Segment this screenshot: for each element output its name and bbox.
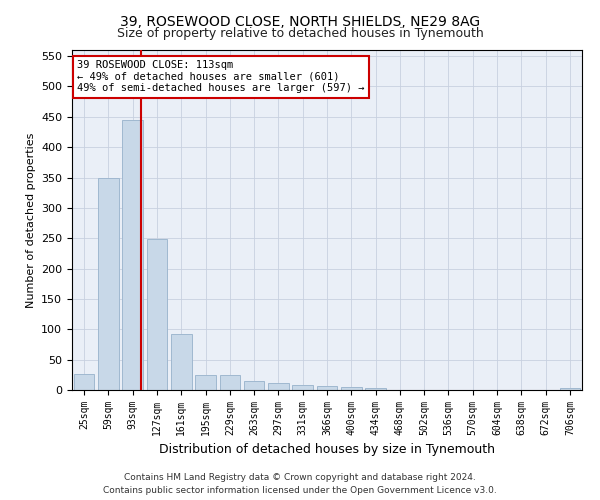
Bar: [560, 388, 580, 390]
Bar: [365, 388, 386, 390]
Bar: [292, 385, 313, 390]
Text: Size of property relative to detached houses in Tynemouth: Size of property relative to detached ho…: [116, 28, 484, 40]
Bar: [268, 382, 289, 390]
Bar: [146, 240, 167, 390]
Text: 39, ROSEWOOD CLOSE, NORTH SHIELDS, NE29 8AG: 39, ROSEWOOD CLOSE, NORTH SHIELDS, NE29 …: [120, 15, 480, 29]
Bar: [98, 178, 119, 390]
Bar: [317, 386, 337, 390]
Bar: [341, 387, 362, 390]
Bar: [74, 374, 94, 390]
Text: 39 ROSEWOOD CLOSE: 113sqm
← 49% of detached houses are smaller (601)
49% of semi: 39 ROSEWOOD CLOSE: 113sqm ← 49% of detac…: [77, 60, 365, 94]
Bar: [195, 375, 216, 390]
Text: Contains HM Land Registry data © Crown copyright and database right 2024.
Contai: Contains HM Land Registry data © Crown c…: [103, 474, 497, 495]
X-axis label: Distribution of detached houses by size in Tynemouth: Distribution of detached houses by size …: [159, 444, 495, 456]
Bar: [171, 334, 191, 390]
Bar: [122, 120, 143, 390]
Bar: [244, 381, 265, 390]
Bar: [220, 375, 240, 390]
Y-axis label: Number of detached properties: Number of detached properties: [26, 132, 35, 308]
